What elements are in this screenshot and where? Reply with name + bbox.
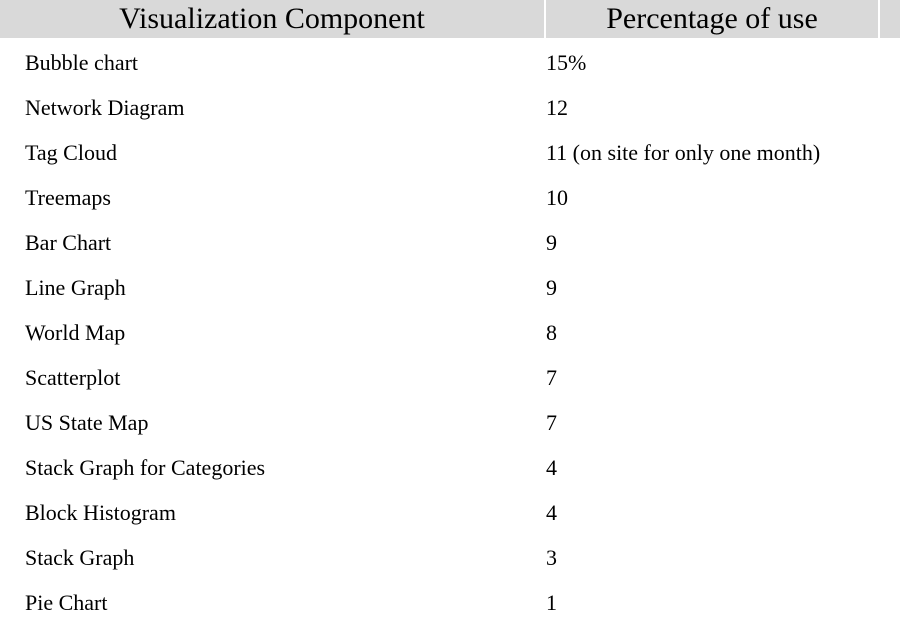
percentage-value: 4 bbox=[546, 455, 557, 480]
table-row: Stack Graph 3 bbox=[0, 533, 900, 578]
component-name: US State Map bbox=[25, 410, 149, 435]
percentage-value: 15% bbox=[546, 50, 587, 75]
table-body: Bubble chart 15% Network Diagram 12 Tag … bbox=[0, 38, 900, 623]
header-empty-cell bbox=[880, 0, 900, 38]
component-name: Stack Graph bbox=[25, 545, 135, 570]
percentage-value: 4 bbox=[546, 500, 557, 525]
percentage-value: 9 bbox=[546, 275, 557, 300]
header-percentage-of-use: Percentage of use bbox=[546, 0, 878, 38]
percentage-value: 7 bbox=[546, 365, 557, 390]
percentage-value: 10 bbox=[546, 185, 568, 210]
component-name: Pie Chart bbox=[25, 590, 108, 615]
component-name: Stack Graph for Categories bbox=[25, 455, 266, 480]
component-name: World Map bbox=[25, 320, 126, 345]
percentage-value: 12 bbox=[546, 95, 568, 120]
table-row: Stack Graph for Categories 4 bbox=[0, 443, 900, 488]
table-row: World Map 8 bbox=[0, 308, 900, 353]
usage-table: Visualization Component Percentage of us… bbox=[0, 0, 900, 615]
table-row: Treemaps 10 bbox=[0, 173, 900, 218]
percentage-value: 8 bbox=[546, 320, 557, 345]
component-name: Network Diagram bbox=[25, 95, 185, 120]
percentage-value: 9 bbox=[546, 230, 557, 255]
table-row: Tag Cloud 11 (on site for only one month… bbox=[0, 128, 900, 173]
component-name: Tag Cloud bbox=[25, 140, 117, 165]
percentage-value: 7 bbox=[546, 410, 557, 435]
table-header-row: Visualization Component Percentage of us… bbox=[0, 0, 900, 38]
table-row: US State Map 7 bbox=[0, 398, 900, 443]
component-name: Bar Chart bbox=[25, 230, 112, 255]
table-row: Network Diagram 12 bbox=[0, 83, 900, 128]
table-row: Scatterplot 7 bbox=[0, 353, 900, 398]
table-row: Block Histogram 4 bbox=[0, 488, 900, 533]
component-name: Treemaps bbox=[25, 185, 111, 210]
table-row: Bar Chart 9 bbox=[0, 218, 900, 263]
component-name: Bubble chart bbox=[25, 50, 139, 75]
table-row: Pie Chart 1 bbox=[0, 578, 900, 623]
component-name: Block Histogram bbox=[25, 500, 176, 525]
component-name: Line Graph bbox=[25, 275, 126, 300]
percentage-value: 1 bbox=[546, 590, 557, 615]
percentage-value: 3 bbox=[546, 545, 557, 570]
header-visualization-component: Visualization Component bbox=[0, 0, 544, 38]
table-row: Line Graph 9 bbox=[0, 263, 900, 308]
percentage-value: 11 (on site for only one month) bbox=[546, 140, 821, 165]
component-name: Scatterplot bbox=[25, 365, 121, 390]
table-row: Bubble chart 15% bbox=[0, 38, 900, 83]
